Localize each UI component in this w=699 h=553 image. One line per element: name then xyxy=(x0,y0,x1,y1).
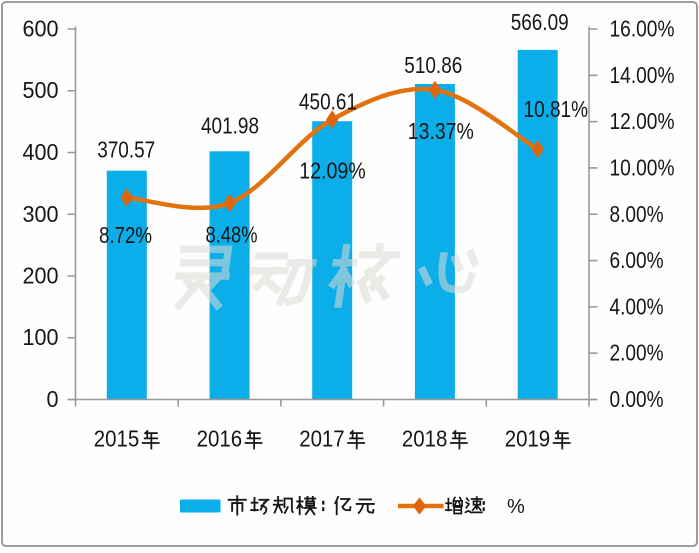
svg-text:600: 600 xyxy=(23,16,59,42)
svg-text:12.00%: 12.00% xyxy=(610,108,675,134)
svg-text:%: % xyxy=(507,496,525,518)
svg-text:8.48%: 8.48% xyxy=(206,222,258,248)
svg-text:12.09%: 12.09% xyxy=(299,157,366,183)
svg-text:400: 400 xyxy=(23,139,59,165)
svg-text:300: 300 xyxy=(23,201,59,227)
svg-text:8.72%: 8.72% xyxy=(99,222,152,248)
svg-text:13.37%: 13.37% xyxy=(408,118,474,144)
svg-text:10.00%: 10.00% xyxy=(610,154,675,180)
svg-text:2017: 2017 xyxy=(299,426,345,452)
svg-text:200: 200 xyxy=(23,263,59,289)
svg-text:2.00%: 2.00% xyxy=(610,340,664,366)
svg-text:2015: 2015 xyxy=(94,426,140,452)
svg-text:370.57: 370.57 xyxy=(97,137,155,163)
svg-text:6.00%: 6.00% xyxy=(610,247,664,273)
svg-text:510.86: 510.86 xyxy=(404,52,462,78)
svg-text:16.00%: 16.00% xyxy=(610,16,675,42)
svg-text:0.00%: 0.00% xyxy=(610,386,664,412)
svg-text:4.00%: 4.00% xyxy=(610,293,664,319)
svg-text:2018: 2018 xyxy=(402,426,448,452)
svg-text:10.81%: 10.81% xyxy=(524,96,589,122)
svg-text:2019: 2019 xyxy=(505,426,551,452)
svg-text:566.09: 566.09 xyxy=(511,9,569,35)
svg-text:450.61: 450.61 xyxy=(299,89,357,115)
svg-text:14.00%: 14.00% xyxy=(610,62,675,88)
svg-text:2016: 2016 xyxy=(197,426,243,452)
svg-text:8.00%: 8.00% xyxy=(610,201,664,227)
svg-text:401.98: 401.98 xyxy=(201,112,259,138)
svg-text:100: 100 xyxy=(23,324,59,350)
svg-text:500: 500 xyxy=(23,77,59,103)
svg-text:0: 0 xyxy=(47,386,59,412)
